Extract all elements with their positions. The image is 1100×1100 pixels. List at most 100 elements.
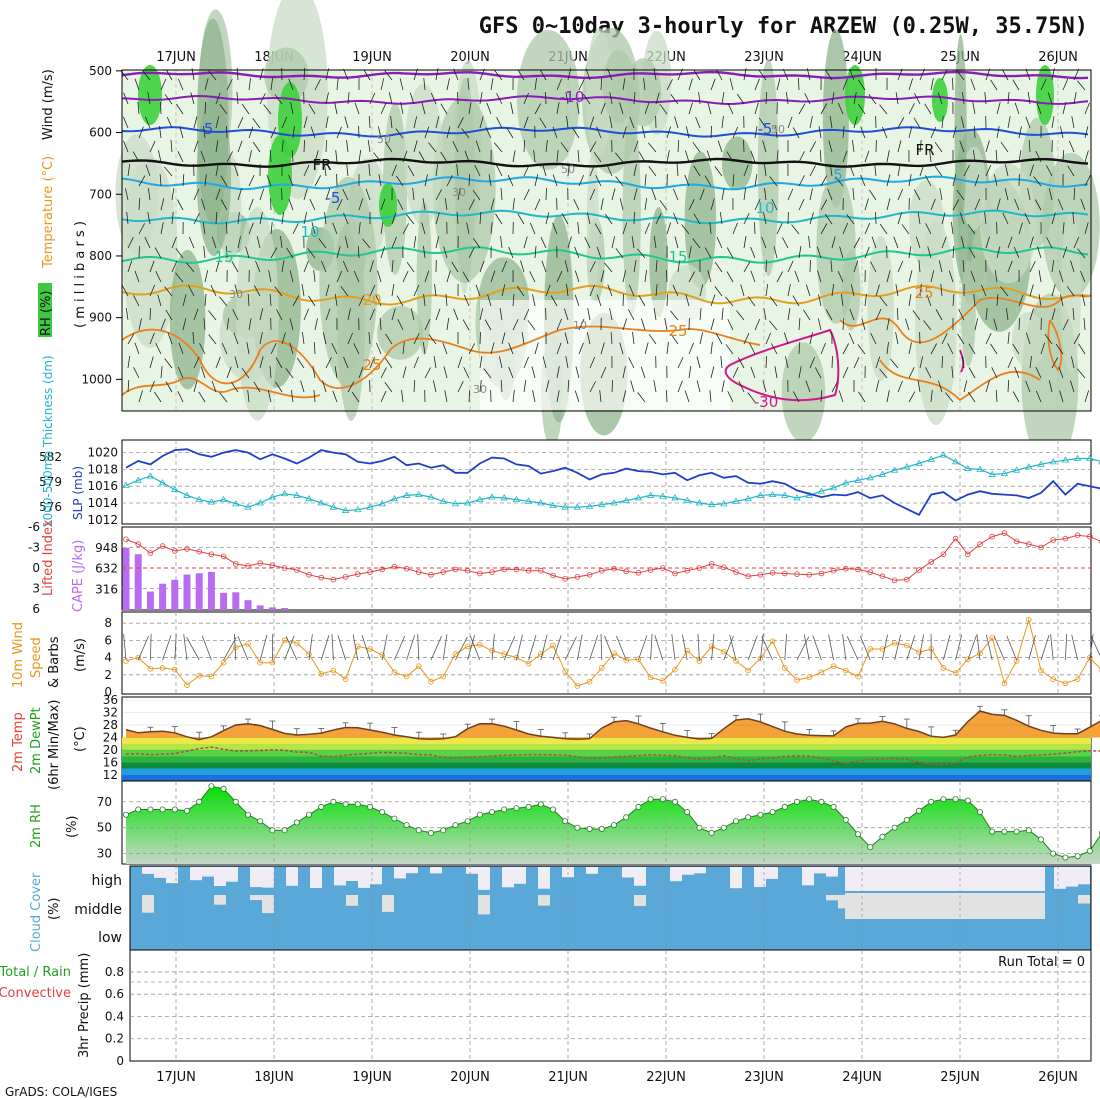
upper-barb-46-5 — [633, 188, 638, 201]
upper-barb-6-6 — [193, 213, 200, 225]
surface-barb-53 — [761, 636, 773, 661]
li-point-51 — [745, 573, 751, 579]
upper-barb-11-6 — [248, 222, 254, 235]
upper-barb-74-8 — [938, 260, 943, 273]
upper-barb-63-8 — [817, 270, 822, 283]
upper-barb-24-13 — [384, 382, 393, 393]
rh-point-17 — [330, 798, 337, 805]
temp-band-1 — [122, 768, 1091, 775]
upper-barb-9-7 — [226, 245, 228, 259]
upper-barb-70-12 — [889, 358, 899, 369]
upper-barb-27-7 — [423, 246, 426, 259]
upper-barb-41-11 — [578, 342, 584, 355]
upper-barb-72-8 — [918, 260, 921, 273]
wind-point-78 — [1074, 676, 1081, 682]
upper-barb-72-7 — [915, 236, 921, 249]
upper-barb-33-9 — [487, 294, 492, 307]
wind-point-24 — [415, 663, 422, 669]
upper-barb-66-11 — [848, 332, 855, 345]
upper-barb-64-3 — [828, 140, 833, 153]
upper-barb-22-9 — [369, 284, 376, 297]
upper-barb-87-7 — [1077, 248, 1086, 259]
upper-barb-36-7 — [523, 236, 528, 249]
upper-barb-42-7 — [584, 237, 591, 249]
surface-barb-26 — [442, 634, 448, 661]
upper-barb-15-2 — [292, 126, 295, 139]
upper-barb-61-11 — [798, 341, 801, 355]
upper-barb-54-8 — [714, 261, 723, 273]
high-gap-19 — [358, 867, 370, 888]
upper-barb-58-0 — [758, 69, 767, 81]
upper-barb-86-0 — [1073, 68, 1080, 81]
upper-barb-62-7 — [808, 236, 811, 249]
upper-barb-66-12 — [853, 356, 860, 369]
upper-barb-64-5 — [827, 188, 833, 201]
upper-barb-26-7 — [413, 236, 417, 249]
upper-barb-62-13 — [805, 380, 811, 393]
upper-barb-81-7 — [1013, 246, 1020, 259]
upper-barb-82-8 — [1029, 261, 1036, 273]
upper-barb-25-10 — [397, 319, 404, 331]
upper-barb-44-5 — [611, 188, 616, 201]
upper-barb-31-3 — [464, 150, 470, 163]
upper-barb-47-0 — [643, 78, 646, 91]
upper-barb-17-1 — [308, 103, 316, 115]
rh-point-19 — [354, 801, 361, 808]
mid-gap-11 — [262, 895, 274, 914]
rh-tick-30: 30 — [97, 847, 112, 861]
upper-barb-55-7 — [726, 247, 734, 259]
upper-barb-66-8 — [853, 260, 859, 273]
upper-barb-67-4 — [860, 174, 866, 187]
upper-barb-71-1 — [908, 103, 915, 115]
high-clear-region — [845, 867, 1045, 891]
upper-barb-82-12 — [1029, 356, 1032, 369]
upper-barb-19-13 — [332, 390, 338, 403]
upper-barb-20-13 — [347, 381, 355, 393]
upper-barb-74-5 — [939, 188, 943, 201]
li-point-18 — [342, 574, 349, 580]
rh-point-76 — [1050, 850, 1057, 857]
upper-barb-36-1 — [523, 92, 529, 105]
upper-barb-23-1 — [380, 102, 387, 115]
contour-label-18: 50 — [561, 163, 575, 176]
high-gap-2 — [154, 867, 166, 878]
surface-barb-74 — [1028, 634, 1036, 661]
upper-barb-78-1 — [984, 92, 987, 105]
upper-barb-16-11 — [302, 332, 305, 345]
rh-point-10 — [244, 811, 251, 818]
upper-barb-54-7 — [716, 236, 723, 249]
upper-barb-61-4 — [798, 175, 805, 187]
upper-barb-0-7 — [127, 237, 134, 249]
upper-barb-53-7 — [704, 247, 712, 259]
wind-point-55 — [794, 677, 800, 683]
thickness-point-26 — [439, 497, 447, 504]
thickness-point-41 — [622, 496, 630, 503]
wind-point-21 — [379, 652, 386, 658]
upper-barb-31-2 — [461, 128, 470, 139]
upper-barb-19-0 — [336, 78, 339, 91]
li-point-46 — [684, 567, 690, 574]
upper-barb-27-10 — [424, 318, 431, 331]
upper-barb-57-4 — [754, 174, 758, 187]
upper-barb-53-2 — [710, 125, 712, 139]
rh-patch-39 — [1060, 211, 1081, 374]
rh-point-72 — [1001, 828, 1008, 835]
upper-barb-17-12 — [312, 366, 316, 379]
upper-barb-54-11 — [715, 333, 723, 345]
rh-point-77 — [1062, 854, 1069, 861]
upper-barb-71-9 — [908, 294, 912, 307]
upper-barb-87-4 — [1084, 175, 1091, 187]
upper-barb-7-1 — [204, 101, 206, 115]
upper-barb-48-11 — [648, 333, 657, 345]
upper-barb-45-9 — [622, 293, 624, 307]
upper-barb-81-12 — [1014, 366, 1020, 379]
upper-barb-52-11 — [699, 332, 704, 345]
wind-tick-8: 8 — [104, 616, 112, 630]
bottom-date-axis: 17JUN 18JUN 19JUN 20JUN 21JUN 22JUN 23JUN 24JUN… — [156, 1070, 1078, 1085]
upper-barb-76-6 — [959, 212, 965, 225]
upper-barb-56-5 — [743, 188, 746, 201]
upper-barb-48-6 — [655, 213, 662, 225]
upper-barb-70-0 — [897, 68, 903, 81]
